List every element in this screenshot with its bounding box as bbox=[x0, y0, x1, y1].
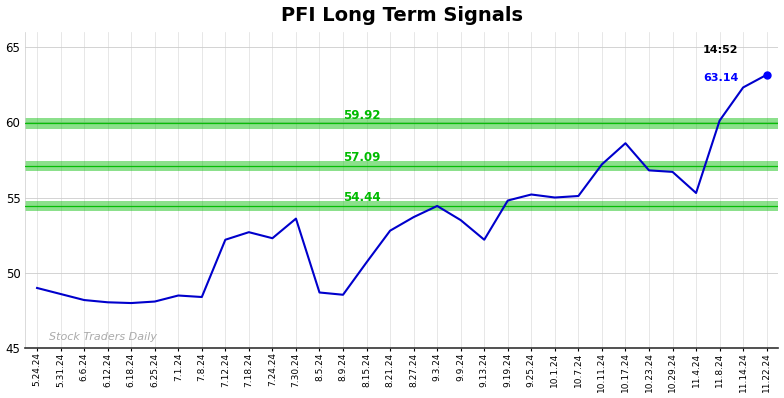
Text: 54.44: 54.44 bbox=[343, 191, 381, 204]
Bar bbox=[25, 201, 779, 211]
Bar bbox=[25, 161, 779, 171]
Text: Stock Traders Daily: Stock Traders Daily bbox=[49, 332, 157, 342]
Text: 57.09: 57.09 bbox=[343, 151, 380, 164]
Title: PFI Long Term Signals: PFI Long Term Signals bbox=[281, 6, 523, 25]
Bar bbox=[25, 118, 779, 129]
Text: 59.92: 59.92 bbox=[343, 109, 380, 121]
Text: 63.14: 63.14 bbox=[703, 73, 739, 83]
Text: 14:52: 14:52 bbox=[703, 45, 739, 55]
